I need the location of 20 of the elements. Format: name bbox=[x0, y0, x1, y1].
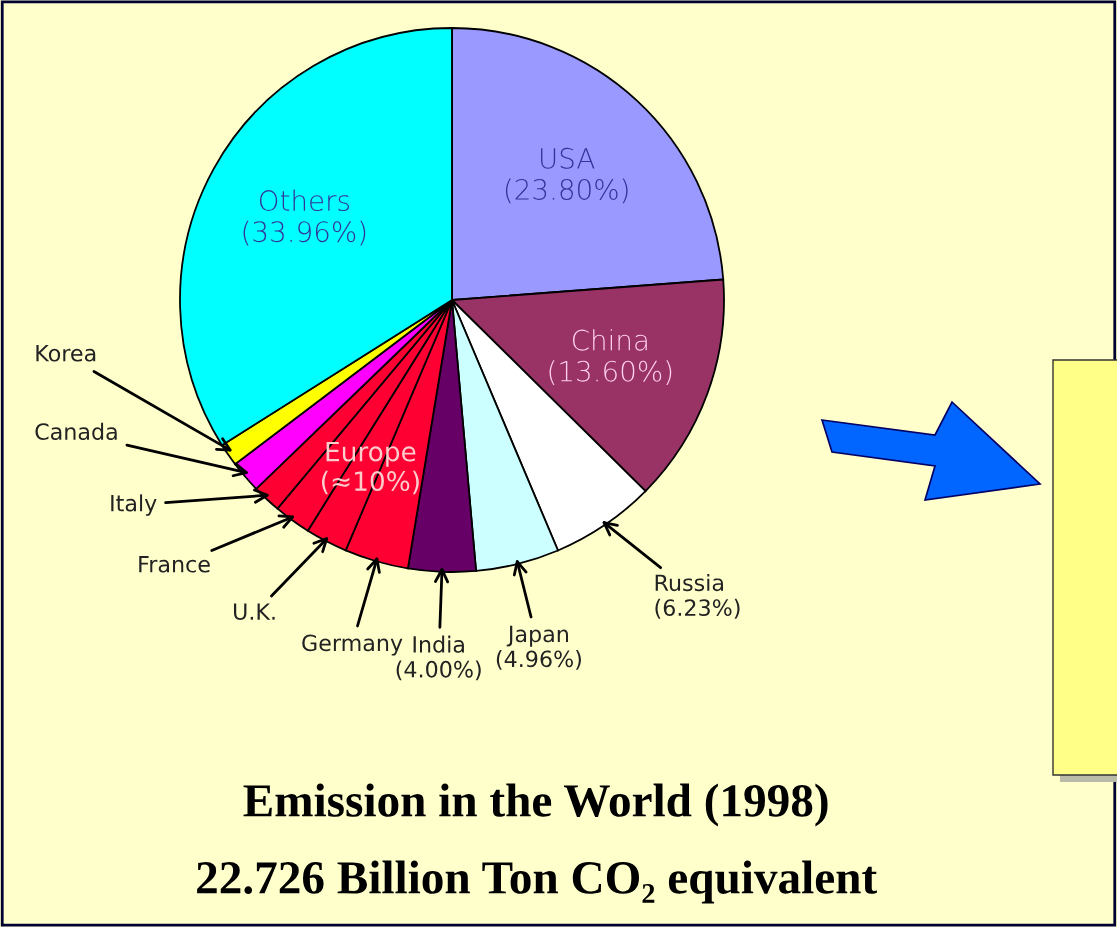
data-label: (33.96%) bbox=[243, 220, 366, 246]
slice-label: Germany bbox=[302, 634, 403, 656]
slice-label: USA bbox=[541, 147, 595, 169]
text: Emission in the World (1998) bbox=[243, 783, 828, 827]
slice-label: U.K. bbox=[234, 603, 275, 620]
data-label: (23.80%) bbox=[505, 178, 628, 204]
slice-label: Others bbox=[259, 189, 349, 212]
slice-label: France bbox=[139, 556, 210, 573]
slice-label: Japan bbox=[506, 625, 568, 647]
slice-label: Russia bbox=[655, 573, 723, 592]
slice-label: China bbox=[572, 329, 647, 351]
data-label: (4.00%) bbox=[396, 660, 481, 681]
data-label: (4.96%) bbox=[496, 650, 581, 670]
text: 22.726 Billion Ton CO₂ equivalent bbox=[197, 860, 877, 904]
slice-label: Korea bbox=[36, 345, 96, 362]
slice-label: Italy bbox=[111, 494, 157, 516]
data-label: (13.60%) bbox=[549, 360, 672, 385]
slice-label: Canada bbox=[35, 422, 117, 440]
slice-label: India bbox=[413, 635, 464, 653]
data-label: (6.23%) bbox=[655, 598, 740, 619]
